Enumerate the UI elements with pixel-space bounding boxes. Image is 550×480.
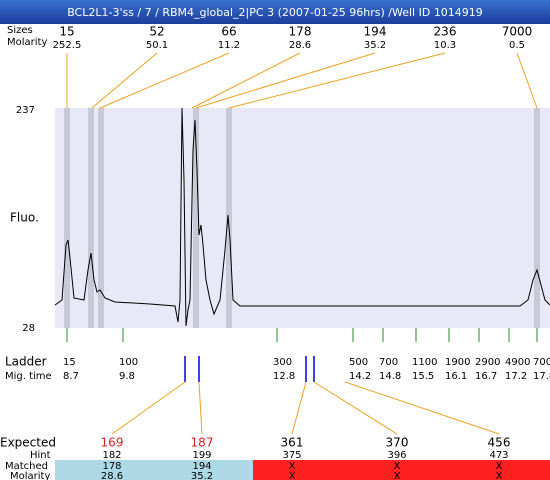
expected-link	[111, 381, 186, 435]
hint-value: 396	[387, 450, 406, 461]
hint-value: 199	[192, 450, 211, 461]
peak-size: 236	[434, 25, 457, 39]
matched-value: X	[496, 461, 503, 472]
peak-molarity: 50.1	[146, 40, 168, 51]
expected-link	[313, 381, 398, 435]
title-bar	[0, 0, 550, 24]
mig-time: 14.2	[349, 371, 371, 382]
peak-size: 178	[289, 25, 312, 39]
matched-molarity: X	[289, 471, 296, 480]
mig-time: 16.1	[445, 371, 467, 382]
mig-time: 9.8	[119, 371, 135, 382]
peak-size: 52	[149, 25, 164, 39]
peak-link	[91, 52, 158, 109]
ladder-size: 700	[379, 357, 398, 368]
matched-molarity: X	[394, 471, 401, 480]
matched-molarity: 28.6	[101, 471, 123, 480]
expected-link	[291, 381, 307, 435]
hint-label: Hint	[30, 450, 51, 461]
peak-band	[193, 108, 199, 328]
peak-size: 194	[364, 25, 387, 39]
expected-link	[344, 381, 500, 435]
expected-value: 169	[101, 436, 124, 450]
peak-link	[516, 52, 538, 109]
trace	[54, 107, 550, 327]
expected-link	[198, 381, 203, 435]
matched-label: Matched	[5, 461, 48, 472]
peak-links	[66, 52, 538, 109]
mig-time: 8.7	[63, 371, 79, 382]
matched-value: X	[289, 461, 296, 472]
matched-value: X	[394, 461, 401, 472]
molarity-label: Molarity	[10, 471, 50, 480]
expected-value: 370	[386, 436, 409, 450]
axis-label: Fluo.	[10, 211, 39, 225]
matched-value: 178	[102, 461, 121, 472]
ladder-size: 500	[349, 357, 368, 368]
peak-band	[64, 108, 70, 328]
peak-size: 7000	[502, 25, 533, 39]
title: BCL2L1-3'ss / 7 / RBM4_global_2|PC 3 (20…	[67, 6, 483, 19]
ladder-size: 1900	[445, 357, 470, 368]
hint-value: 375	[282, 450, 301, 461]
peak-band	[98, 108, 104, 328]
mig-time: 15.5	[412, 371, 434, 382]
peak-molarity: 11.2	[218, 40, 240, 51]
peak-band	[88, 108, 94, 328]
matched-molarity: X	[496, 471, 503, 480]
peak-molarity: 35.2	[364, 40, 386, 51]
peak-link	[195, 52, 376, 109]
peak-molarity: 252.5	[53, 40, 82, 51]
expected-value: 361	[281, 436, 304, 450]
mig-time: 12.8	[273, 371, 295, 382]
ladder-size: 2900	[475, 357, 500, 368]
peak-band	[534, 108, 540, 328]
axis-top: 237	[16, 105, 35, 116]
mig-time: 16.7	[475, 371, 497, 382]
sizes-label: Sizes	[7, 25, 33, 36]
mig-time: 14.8	[379, 371, 401, 382]
ladder-size: 15	[63, 357, 76, 368]
ladder-size: 4900	[505, 357, 530, 368]
matched-value: 194	[192, 461, 211, 472]
ladder-label: Ladder	[5, 355, 47, 369]
unmatched-bg	[253, 460, 550, 480]
mig-time: 17.2	[505, 371, 527, 382]
expected-label: Expected	[0, 436, 56, 450]
peak-link	[191, 52, 301, 109]
peak-size: 66	[221, 25, 236, 39]
plot-area	[55, 108, 550, 328]
ladder-size: 1100	[412, 357, 437, 368]
matched-bg	[55, 460, 253, 480]
expected-value: 456	[488, 436, 511, 450]
peak-link	[228, 52, 446, 109]
mig-time: 17.8	[533, 371, 550, 382]
hint-value: 182	[102, 450, 121, 461]
peak-molarity: 10.3	[434, 40, 456, 51]
hint-value: 473	[489, 450, 508, 461]
molarity-label: Molarity	[7, 37, 47, 48]
expected-value: 187	[191, 436, 214, 450]
peak-link	[99, 52, 230, 109]
peak-bands	[64, 108, 540, 328]
ladder-size: 300	[273, 357, 292, 368]
peak-molarity: 28.6	[289, 40, 311, 51]
ladder-size: 100	[119, 357, 138, 368]
peak-size: 15	[59, 25, 74, 39]
axis-bottom: 28	[22, 323, 35, 334]
ladder-size: 7000	[533, 357, 550, 368]
matched-molarity: 35.2	[191, 471, 213, 480]
peak-band	[226, 108, 232, 328]
peak-molarity: 0.5	[509, 40, 525, 51]
mig-time-label: Mig. time	[5, 371, 52, 382]
